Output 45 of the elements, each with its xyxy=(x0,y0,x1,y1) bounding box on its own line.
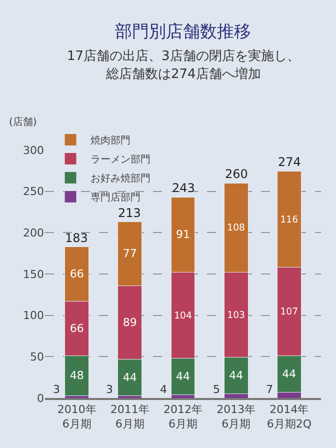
data-label: 108 xyxy=(227,222,246,234)
legend-label: ラーメン部門 xyxy=(90,154,151,166)
data-label: 77 xyxy=(122,247,137,260)
legend-label: お好み焼部門 xyxy=(90,172,151,185)
data-label: 116 xyxy=(280,214,298,226)
data-label: 4 xyxy=(160,383,167,396)
y-tick-label: 300 xyxy=(23,144,44,157)
data-label: 44 xyxy=(122,370,137,384)
x-tick-label: 2013年 6月期 xyxy=(216,403,256,430)
data-label: 7 xyxy=(266,383,273,396)
y-tick-label: 150 xyxy=(23,268,44,281)
y-tick-label: 100 xyxy=(23,309,44,322)
data-label: 48 xyxy=(70,369,84,382)
total-label: 260 xyxy=(225,167,248,181)
y-tick-label: 50 xyxy=(30,350,44,364)
x-tick-label: 2011年 6月期 xyxy=(110,403,150,430)
data-label: 107 xyxy=(280,306,298,318)
data-label: 91 xyxy=(176,228,190,242)
y-tick-label: 0 xyxy=(37,392,44,405)
data-label: 44 xyxy=(176,370,190,384)
x-tick-label: 2010年 6月期 xyxy=(57,403,96,430)
legend-label: 焼肉部門 xyxy=(90,134,131,147)
text: 総店舗数は274店舗へ増加 xyxy=(106,67,261,82)
total-label: 183 xyxy=(65,231,88,245)
total-label: 243 xyxy=(172,181,195,195)
total-label: 274 xyxy=(278,155,301,169)
data-label: 44 xyxy=(282,368,296,381)
data-label: 66 xyxy=(70,322,84,336)
data-label: 104 xyxy=(174,310,192,322)
legend-label: 専門店部門 xyxy=(90,192,141,204)
x-tick-label: 2014年 6月期2Q xyxy=(266,403,312,430)
data-label: 89 xyxy=(122,316,137,329)
data-label: 3 xyxy=(106,383,113,396)
total-label: 213 xyxy=(118,206,141,220)
data-label: 66 xyxy=(70,268,84,280)
y-axis-title: (店舗) xyxy=(9,116,37,128)
data-label: 44 xyxy=(229,369,244,382)
y-tick-label: 200 xyxy=(23,226,44,240)
data-label: 103 xyxy=(227,310,246,321)
y-tick-label: 250 xyxy=(23,185,44,198)
text: 17店舗の出店、3店舗の閉店を実施し、 xyxy=(67,49,300,64)
data-label: 5 xyxy=(213,383,220,396)
x-tick-label: 2012年 6月期 xyxy=(164,403,202,430)
chart-title: 部門別店舗数推移 xyxy=(115,22,251,42)
data-label: 3 xyxy=(53,383,60,396)
